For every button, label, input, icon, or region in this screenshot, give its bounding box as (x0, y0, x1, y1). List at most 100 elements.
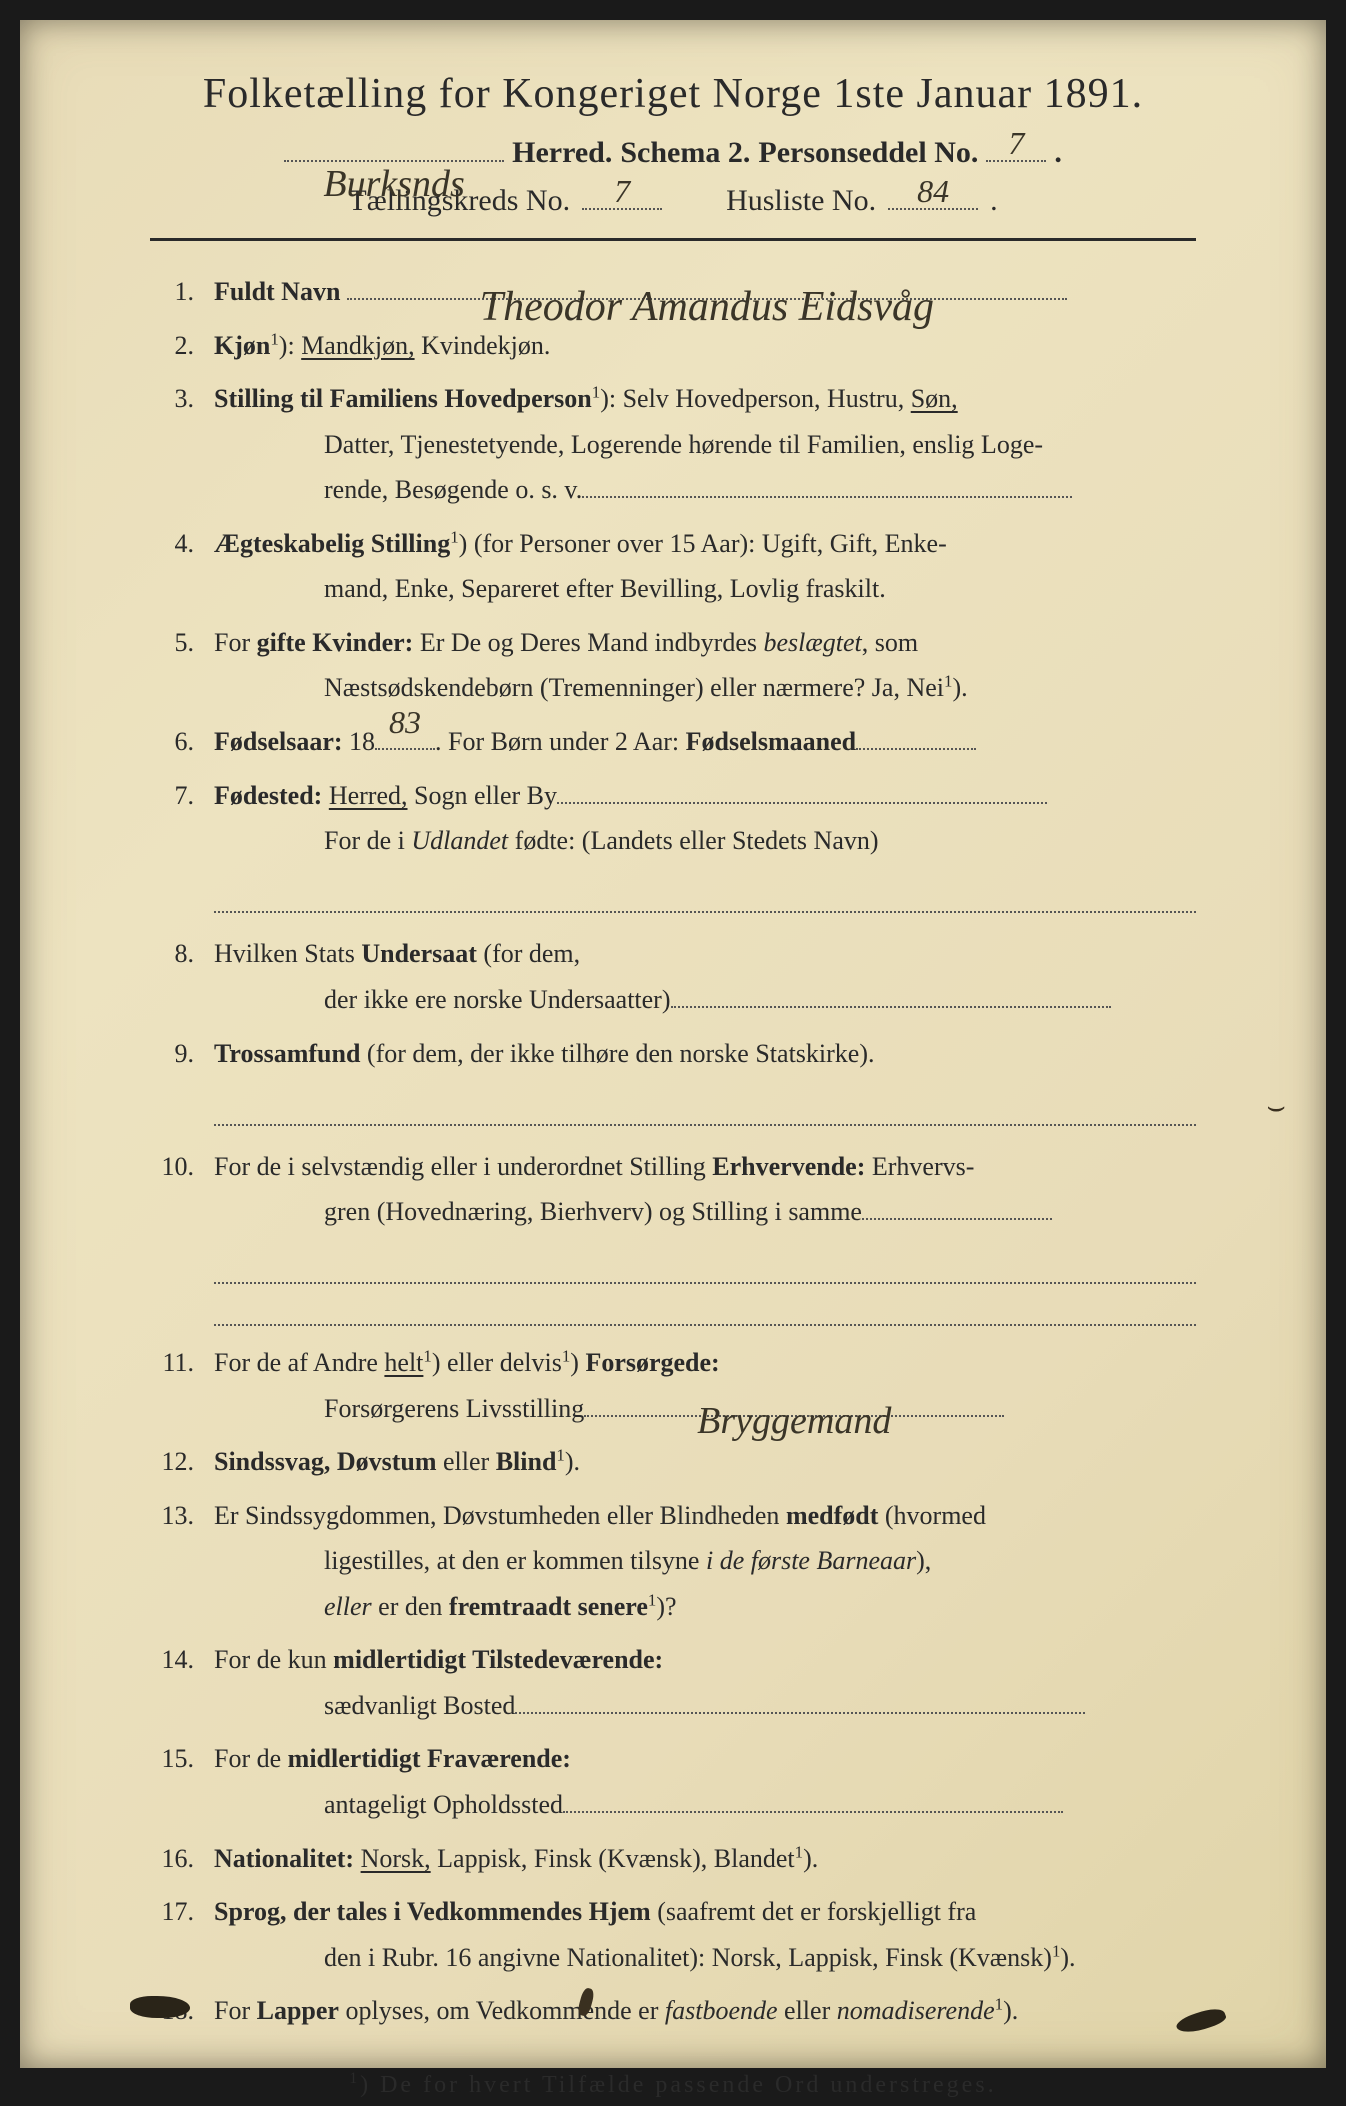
main-title: Folketælling for Kongeriget Norge 1ste J… (150, 70, 1196, 118)
q4-content: Ægteskabelig Stilling1) (for Personer ov… (214, 521, 1196, 612)
q12-label: Sindssvag, Døvstum (214, 1447, 437, 1476)
form-body: 1. Fuldt Navn Theodor Amandus Eidsvåg 2.… (150, 269, 1196, 2106)
q4-cont: mand, Enke, Separeret efter Bevilling, L… (214, 566, 1196, 612)
q6-year-field: 83 (375, 748, 435, 750)
q17-row: 17. Sprog, der tales i Vedkommendes Hjem… (150, 1889, 1196, 1980)
husliste-field: 84 (888, 208, 978, 210)
q14-cont: sædvanligt Bosted (214, 1683, 1196, 1729)
q6-year-hw: 83 (375, 694, 435, 750)
q8-label: Undersaat (361, 939, 477, 968)
q10-num: 10. (150, 1144, 214, 1190)
q15-row: 15. For de midlertidigt Fraværende: anta… (150, 1736, 1196, 1827)
q10-content: For de i selvstændig eller i underordnet… (214, 1144, 1196, 1235)
q5-row: 5. For gifte Kvinder: Er De og Deres Man… (150, 620, 1196, 711)
q8-content: Hvilken Stats Undersaat (for dem, der ik… (214, 931, 1196, 1022)
q7-content: Fødested: Herred, Sogn eller By For de i… (214, 773, 1196, 864)
header-line-3: Tællingskreds No. 7 Husliste No. 84 . (150, 184, 1196, 218)
q16-label: Nationalitet: (214, 1844, 354, 1873)
q7-label: Fødested: (214, 781, 322, 810)
q13-cont2: eller er den fremtraadt senere1)? (214, 1584, 1196, 1630)
q8-row: 8. Hvilken Stats Undersaat (for dem, der… (150, 931, 1196, 1022)
q11-field: Bryggemand (584, 1386, 1004, 1417)
q6-label: Fødselsaar: (214, 727, 343, 756)
q16-num: 16. (150, 1836, 214, 1882)
q2-label: Kjøn (214, 331, 270, 360)
q7-cont: For de i Udlandet fødte: (Landets eller … (214, 818, 1196, 864)
q8-cont: der ikke ere norske Undersaatter) (214, 977, 1196, 1023)
personseddel-no: 7 (986, 125, 1046, 162)
q7-blank (214, 872, 1196, 914)
q2-num: 2. (150, 323, 214, 369)
q17-cont: den i Rubr. 16 angivne Nationalitet): No… (214, 1935, 1196, 1981)
q4-label: Ægteskabelig Stilling (214, 529, 450, 558)
q13-cont1: ligestilles, at den er kommen tilsyne i … (214, 1538, 1196, 1584)
personseddel-field: 7 (986, 160, 1046, 162)
q14-row: 14. For de kun midlertidigt Tilstedevære… (150, 1637, 1196, 1728)
q1-row: 1. Fuldt Navn Theodor Amandus Eidsvåg (150, 269, 1196, 315)
q11-label: Forsørgede: (585, 1348, 719, 1377)
q6-content: Fødselsaar: 1883. For Børn under 2 Aar: … (214, 719, 1196, 765)
q6-num: 6. (150, 719, 214, 765)
schema-label: Schema 2. (620, 136, 750, 170)
header-rule (150, 238, 1196, 241)
q1-content: Fuldt Navn Theodor Amandus Eidsvåg (214, 269, 1196, 315)
q2-kvindekjon: Kvindekjøn. (421, 331, 550, 360)
herred-field: Burksnds (284, 160, 504, 162)
q3-son: Søn, (911, 384, 958, 413)
q15-cont: antageligt Opholdssted (214, 1782, 1196, 1828)
q11-helt: helt (384, 1348, 423, 1377)
paper-defect (130, 1996, 190, 2018)
q6-row: 6. Fødselsaar: 1883. For Børn under 2 Aa… (150, 719, 1196, 765)
q7-herred: Herred, (329, 781, 408, 810)
q9-num: 9. (150, 1031, 214, 1077)
q3-row: 3. Stilling til Familiens Hovedperson1):… (150, 376, 1196, 513)
q3-cont1: Datter, Tjenestetyende, Logerende hørend… (214, 422, 1196, 468)
q1-label: Fuldt Navn (214, 277, 340, 306)
q13-label: medfødt (786, 1501, 878, 1530)
q4-num: 4. (150, 521, 214, 567)
q17-label: Sprog, der tales i Vedkommendes Hjem (214, 1897, 651, 1926)
footnote: 1) De for hvert Tilfælde passende Ord un… (150, 2064, 1196, 2106)
q3-cont2: rende, Besøgende o. s. v. (214, 467, 1196, 513)
q16-content: Nationalitet: Norsk, Lappisk, Finsk (Kvæ… (214, 1836, 1196, 1882)
q10-cont: gren (Hovednæring, Bierhverv) og Stillin… (214, 1189, 1196, 1235)
stray-mark: ⌣ (1266, 1090, 1286, 1124)
q14-num: 14. (150, 1637, 214, 1683)
q10-label: Erhvervende: (712, 1152, 865, 1181)
personseddel-label: Personseddel No. (758, 136, 978, 170)
q10-row: 10. For de i selvstændig eller i underor… (150, 1144, 1196, 1235)
herred-label: Herred. (512, 136, 612, 170)
q15-num: 15. (150, 1736, 214, 1782)
q4-row: 4. Ægteskabelig Stilling1) (for Personer… (150, 521, 1196, 612)
q13-row: 13. Er Sindssygdommen, Døvstumheden elle… (150, 1493, 1196, 1630)
q5-cont: Næstsødskendebørn (Tremenninger) eller n… (214, 665, 1196, 711)
q12-content: Sindssvag, Døvstum eller Blind1). (214, 1439, 1196, 1485)
q14-content: For de kun midlertidigt Tilstedeværende:… (214, 1637, 1196, 1728)
q6-label2: Fødselsmaaned (686, 727, 856, 756)
q14-label: midlertidigt Tilstedeværende: (333, 1645, 663, 1674)
q7-num: 7. (150, 773, 214, 819)
census-form-page: Folketælling for Kongeriget Norge 1ste J… (20, 20, 1326, 2068)
q5-num: 5. (150, 620, 214, 666)
q3-label: Stilling til Familiens Hovedperson (214, 384, 592, 413)
q1-field: Theodor Amandus Eidsvåg (347, 269, 1067, 300)
q3-content: Stilling til Familiens Hovedperson1): Se… (214, 376, 1196, 513)
q18-label: Lapper (257, 1996, 339, 2025)
q11-row: 11. For de af Andre helt1) eller delvis1… (150, 1340, 1196, 1431)
header-line-2: Burksnds Herred. Schema 2. Personseddel … (150, 136, 1196, 170)
q16-norsk: Norsk, (361, 1844, 431, 1873)
q13-num: 13. (150, 1493, 214, 1539)
q13-label2: fremtraadt senere (449, 1592, 648, 1621)
q9-row: 9. Trossamfund (for dem, der ikke tilhør… (150, 1031, 1196, 1077)
q13-content: Er Sindssygdommen, Døvstumheden eller Bl… (214, 1493, 1196, 1630)
q15-content: For de midlertidigt Fraværende: antageli… (214, 1736, 1196, 1827)
form-header: Folketælling for Kongeriget Norge 1ste J… (150, 70, 1196, 218)
q12-row: 12. Sindssvag, Døvstum eller Blind1). (150, 1439, 1196, 1485)
q1-handwritten: Theodor Amandus Eidsvåg (347, 271, 1067, 300)
q5-label: gifte Kvinder: (257, 628, 414, 657)
husliste-label: Husliste No. (726, 184, 876, 218)
q15-label: midlertidigt Fraværende: (288, 1744, 571, 1773)
q10-blank2 (214, 1284, 1196, 1326)
q18-content: For Lapper oplyses, om Vedkommende er fa… (214, 1988, 1196, 2034)
q18-row: 18. For Lapper oplyses, om Vedkommende e… (150, 1988, 1196, 2034)
